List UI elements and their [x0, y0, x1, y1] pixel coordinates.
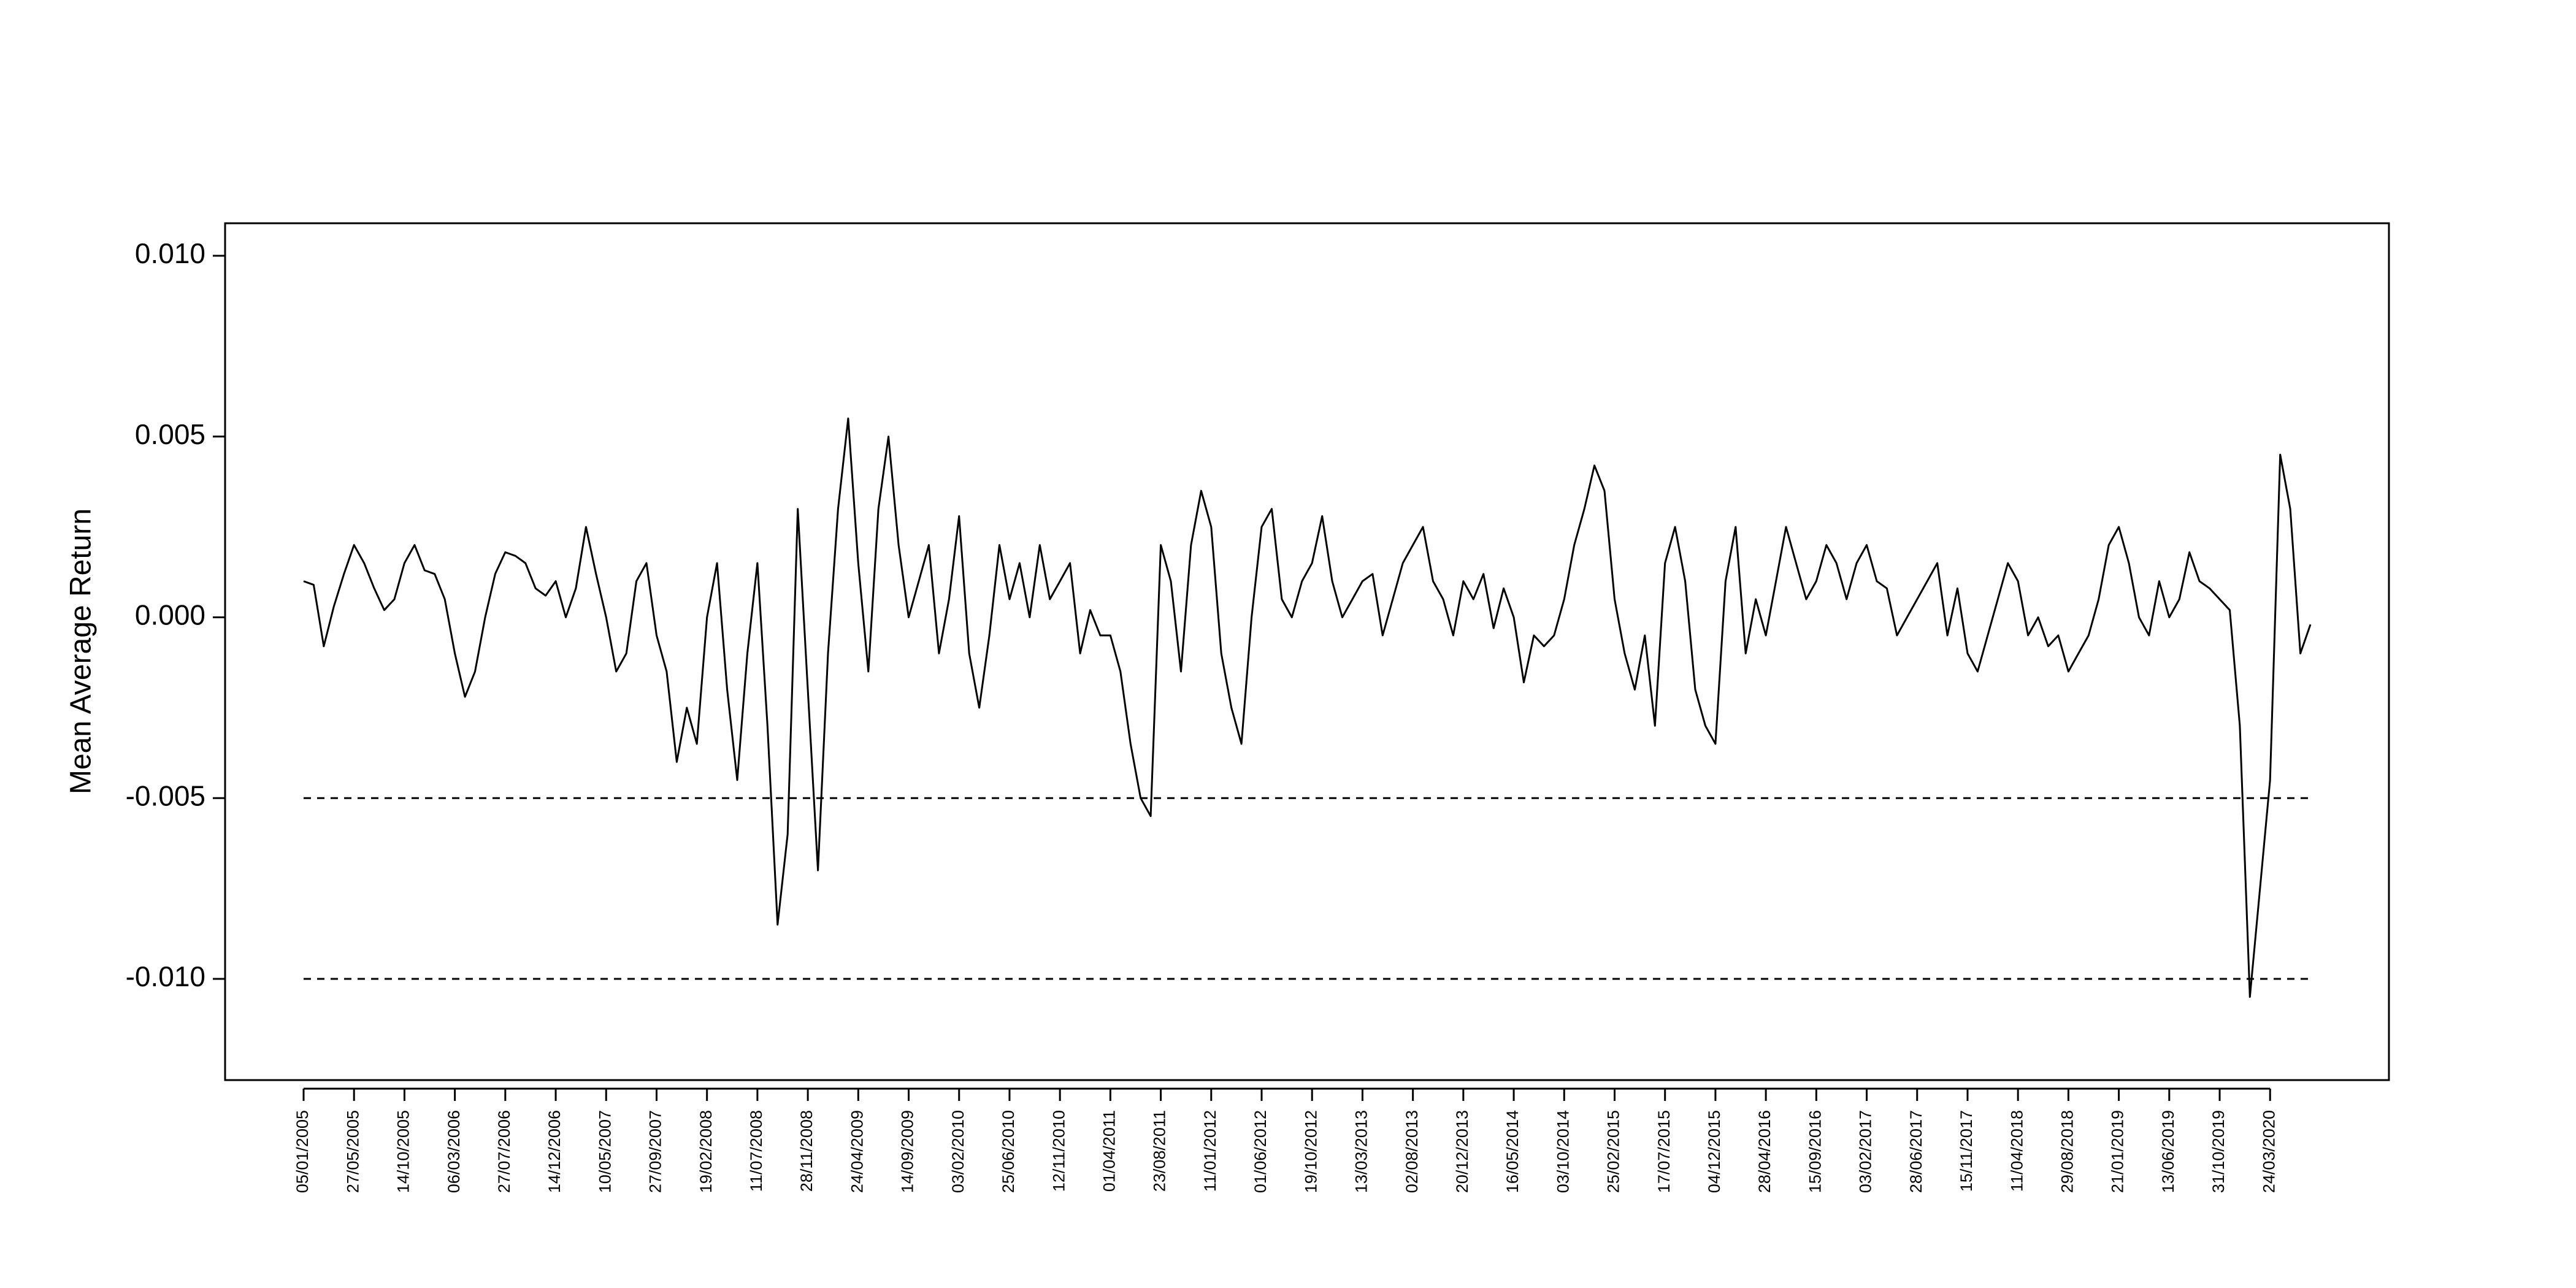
x-tick-label: 19/02/2008: [697, 1110, 715, 1193]
x-tick-label: 01/06/2012: [1251, 1110, 1270, 1193]
x-tick-label: 13/06/2019: [2159, 1110, 2177, 1193]
x-tick-label: 24/04/2009: [848, 1110, 866, 1193]
x-tick-label: 11/07/2008: [747, 1110, 765, 1192]
x-tick-label: 06/03/2006: [445, 1110, 463, 1193]
y-axis-label: Mean Average Return: [65, 508, 98, 794]
x-tick-label: 19/10/2012: [1301, 1110, 1320, 1193]
x-tick-label: 02/08/2013: [1403, 1110, 1421, 1193]
x-tick-label: 14/10/2005: [394, 1110, 413, 1193]
x-tick-label: 20/12/2013: [1453, 1110, 1471, 1193]
x-tick-label: 14/12/2006: [545, 1110, 564, 1193]
x-tick-label: 27/05/2005: [343, 1110, 362, 1193]
x-tick-label: 04/12/2015: [1705, 1110, 1723, 1193]
y-tick-label: -0.005: [126, 780, 205, 811]
y-tick-label: -0.010: [126, 960, 205, 992]
x-tick-label: 05/01/2005: [293, 1110, 312, 1193]
data-line: [303, 417, 2312, 998]
x-tick-label: 27/09/2007: [646, 1110, 665, 1193]
x-tick-label: 03/02/2017: [1857, 1110, 1875, 1193]
x-tick-label: 21/01/2019: [2109, 1110, 2127, 1193]
x-tick-label: 15/09/2016: [1806, 1110, 1824, 1193]
x-tick-label: 25/06/2010: [999, 1110, 1018, 1193]
x-tick-label: 11/01/2012: [1201, 1110, 1219, 1192]
y-tick-label: 0.000: [135, 599, 205, 631]
x-tick-label: 28/04/2016: [1755, 1110, 1774, 1193]
x-tick-label: 11/04/2018: [2007, 1110, 2026, 1192]
x-tick-label: 01/04/2011: [1100, 1110, 1119, 1192]
plot-frame: [224, 222, 2390, 1081]
x-tick-label: 17/07/2015: [1655, 1110, 1673, 1193]
x-tick-label: 28/06/2017: [1907, 1110, 1925, 1193]
x-tick-label: 13/03/2013: [1352, 1110, 1371, 1193]
x-tick-label: 16/05/2014: [1503, 1110, 1522, 1193]
x-tick-label: 24/03/2020: [2260, 1110, 2278, 1193]
x-tick-label: 10/05/2007: [596, 1110, 614, 1193]
x-tick-label: 28/11/2008: [797, 1110, 816, 1192]
x-tick-label: 12/11/2010: [1049, 1110, 1068, 1192]
y-tick-label: 0.005: [135, 418, 205, 450]
x-tick-label: 15/11/2017: [1957, 1110, 1976, 1192]
x-tick-label: 03/10/2014: [1554, 1110, 1572, 1193]
y-tick-label: 0.010: [135, 237, 205, 269]
x-tick-label: 31/10/2019: [2209, 1110, 2228, 1193]
x-tick-label: 27/07/2006: [495, 1110, 513, 1193]
x-tick-label: 03/02/2010: [949, 1110, 967, 1193]
x-tick-label: 14/09/2009: [899, 1110, 917, 1193]
x-tick-label: 23/08/2011: [1151, 1110, 1169, 1192]
x-tick-label: 29/08/2018: [2058, 1110, 2077, 1193]
x-tick-label: 25/02/2015: [1604, 1110, 1623, 1193]
